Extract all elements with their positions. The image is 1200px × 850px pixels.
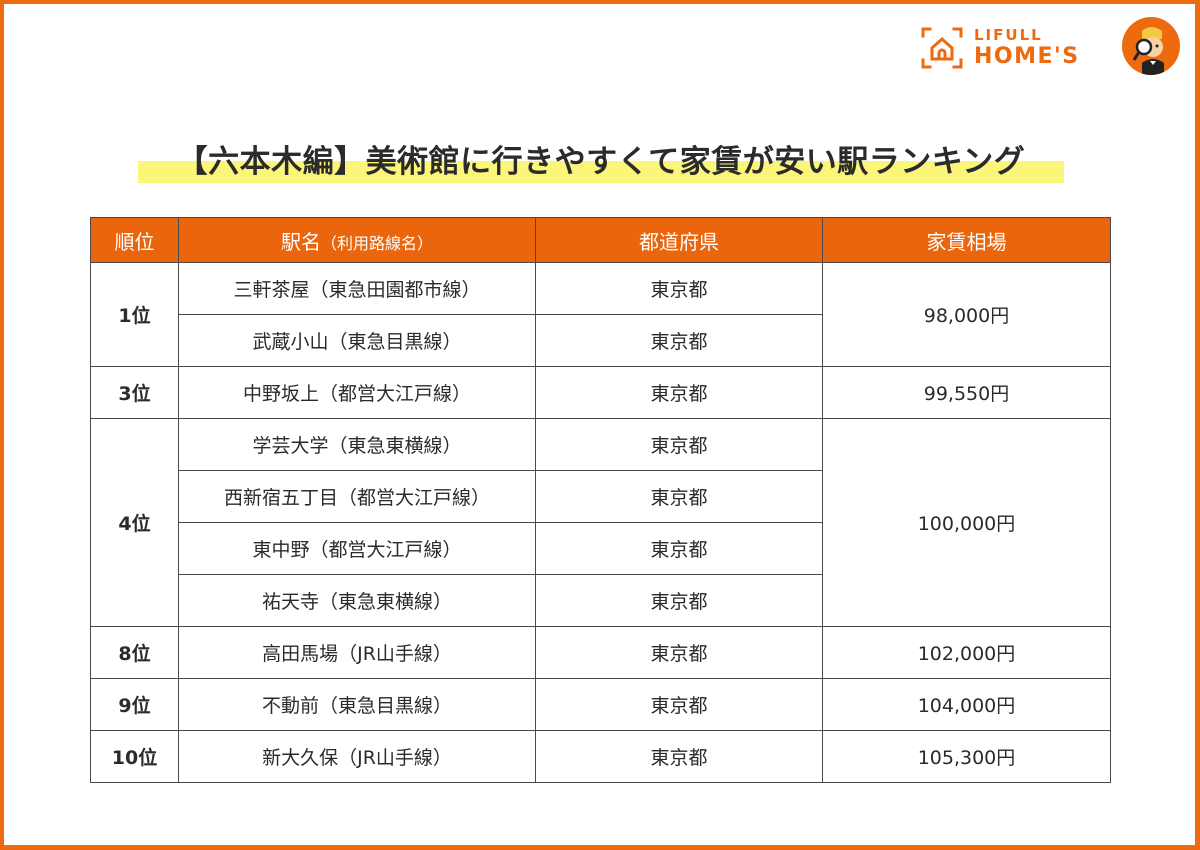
- header-station: 駅名（利用路線名）: [178, 217, 536, 263]
- rank-cell: 8位: [90, 626, 179, 679]
- station-cell: 武蔵小山（東急目黒線）: [178, 314, 536, 367]
- ranking-table: 順位 駅名（利用路線名） 都道府県 家賃相場 1位 三軒茶屋（東急田園都市線） …: [90, 217, 1111, 783]
- table-row: 9位 不動前（東急目黒線） 東京都 104,000円: [90, 678, 1111, 731]
- rent-cell: 99,550円: [822, 366, 1111, 419]
- station-cell: 三軒茶屋（東急田園都市線）: [178, 262, 536, 315]
- prefecture-cell: 東京都: [535, 366, 823, 419]
- prefecture-cell: 東京都: [535, 522, 823, 575]
- station-cell: 不動前（東急目黒線）: [178, 678, 536, 731]
- page-title: 【六本木編】美術館に行きやすくて家賃が安い駅ランキング: [176, 144, 1026, 180]
- prefecture-cell: 東京都: [535, 418, 823, 471]
- rent-cell: 105,300円: [822, 730, 1111, 783]
- table-row: 武蔵小山（東急目黒線） 東京都: [91, 314, 1111, 367]
- station-cell: 祐天寺（東急東横線）: [178, 574, 536, 627]
- station-cell: 新大久保（JR山手線）: [178, 730, 536, 783]
- table-row: 4位 学芸大学（東急東横線） 東京都 100,000円: [90, 418, 1111, 627]
- brand-line2: HOME'S: [974, 44, 1080, 69]
- table-row: 1位 三軒茶屋（東急田園都市線） 東京都 98,000円: [90, 262, 1111, 367]
- prefecture-cell: 東京都: [535, 262, 823, 315]
- header-rank: 順位: [90, 217, 179, 263]
- header-station-main: 駅名: [280, 229, 321, 254]
- table-row: 3位 中野坂上（都営大江戸線） 東京都 99,550円: [90, 366, 1111, 419]
- station-cell: 東中野（都営大江戸線）: [178, 522, 536, 575]
- rent-cell: 98,000円: [822, 262, 1111, 367]
- rent-cell: 104,000円: [822, 678, 1111, 731]
- station-cell: 学芸大学（東急東横線）: [178, 418, 536, 471]
- prefecture-cell: 東京都: [535, 730, 823, 783]
- brand-line1: LIFULL: [974, 26, 1043, 44]
- rent-cell: 102,000円: [822, 626, 1111, 679]
- prefecture-cell: 東京都: [535, 626, 823, 679]
- prefecture-cell: 東京都: [535, 470, 823, 523]
- title-highlight: [138, 161, 1064, 183]
- station-cell: 高田馬場（JR山手線）: [178, 626, 536, 679]
- station-cell: 西新宿五丁目（都営大江戸線）: [178, 470, 536, 523]
- rent-cell: 100,000円: [822, 418, 1111, 627]
- brand-logo: LIFULL HOME'S: [920, 18, 1080, 78]
- table-row: 東中野（都営大江戸線） 東京都: [91, 522, 1111, 575]
- header-station-sub: （利用路線名）: [320, 233, 433, 253]
- mascot-magnifier-icon: [1122, 17, 1180, 75]
- house-frame-logo-icon: [921, 27, 963, 69]
- rank-cell: 3位: [90, 366, 179, 419]
- rank-cell: 9位: [90, 678, 179, 731]
- header-rent: 家賃相場: [822, 217, 1111, 263]
- table-header-row: 順位 駅名（利用路線名） 都道府県 家賃相場: [90, 217, 1111, 263]
- table-row: 祐天寺（東急東横線） 東京都: [91, 574, 1111, 627]
- prefecture-cell: 東京都: [535, 314, 823, 367]
- rank-cell: 1位: [90, 262, 179, 367]
- station-cell: 中野坂上（都営大江戸線）: [178, 366, 536, 419]
- rank-cell: 10位: [90, 730, 179, 783]
- page-title-block: 【六本木編】美術館に行きやすくて家賃が安い駅ランキング: [138, 130, 1064, 184]
- table-row: 8位 高田馬場（JR山手線） 東京都 102,000円: [90, 626, 1111, 679]
- prefecture-cell: 東京都: [535, 574, 823, 627]
- table-row: 10位 新大久保（JR山手線） 東京都 105,300円: [90, 730, 1111, 783]
- prefecture-cell: 東京都: [535, 678, 823, 731]
- rank-cell: 4位: [90, 418, 179, 627]
- header-prefecture: 都道府県: [535, 217, 823, 263]
